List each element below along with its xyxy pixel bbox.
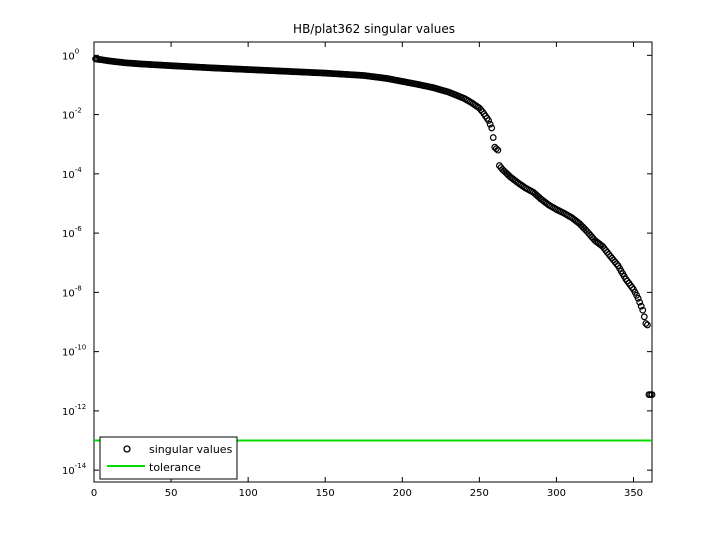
x-axis: 0 50 100 150 200 250 300 350 [91,42,643,499]
y-tick-exponent: 0 [75,47,79,55]
chart-title: HB/plat362 singular values [293,22,455,36]
data-point [642,320,650,327]
x-tick-label: 300 [547,488,566,499]
y-tick-label: 10-6 [62,225,82,240]
y-tick-label: 10-14 [62,462,87,477]
y-tick-label: 10-4 [62,166,82,181]
data-point [489,134,497,141]
data-point [492,145,500,153]
legend-marker-singular-values [123,445,131,453]
y-tick-exponent: -12 [75,403,86,411]
y-tick-base: 10 [62,466,75,477]
data-point [636,298,644,306]
y-tick-label: 10-2 [62,107,82,122]
legend-label-singular-values: singular values [149,443,233,456]
data-point [640,313,648,321]
y-tick-exponent: -14 [75,462,87,470]
y-tick-base: 10 [62,288,75,299]
y-tick-base: 10 [62,111,75,122]
data-point [494,146,502,154]
data-point [634,294,642,302]
x-tick-label: 50 [165,488,178,499]
data-point [613,260,620,268]
y-tick-exponent: -8 [75,284,82,292]
data-point [637,302,645,310]
x-tick-label: 100 [239,488,258,499]
y-tick-label: 10-10 [62,344,86,359]
data-point [643,321,651,329]
y-tick-base: 10 [62,407,75,418]
y-tick-label: 100 [62,47,79,62]
data-point [486,120,494,128]
y-tick-exponent: -4 [75,166,83,174]
y-tick-base: 10 [62,51,75,62]
data-point [488,124,496,132]
y-tick-exponent: -2 [75,107,82,115]
legend-label-tolerance: tolerance [149,461,201,474]
y-tick-base: 10 [62,170,75,181]
x-tick-label: 250 [470,488,489,499]
legend-box [99,436,238,480]
legend: singular values tolerance [99,436,238,480]
x-tick-label: 0 [91,488,97,499]
y-tick-base: 10 [62,348,75,359]
y-tick-label: 10-12 [62,403,86,418]
x-tick-label: 200 [393,488,412,499]
plot-area [93,41,653,483]
singular-values-series [92,55,656,398]
data-point [639,306,647,314]
data-point [485,117,493,124]
y-tick-label: 10-8 [62,284,82,299]
data-point [648,391,656,398]
x-tick-label: 350 [624,488,643,499]
x-tick-label: 150 [316,488,335,499]
y-tick-exponent: -10 [75,344,86,352]
y-tick-base: 10 [62,229,75,240]
y-tick-exponent: -6 [75,225,83,233]
